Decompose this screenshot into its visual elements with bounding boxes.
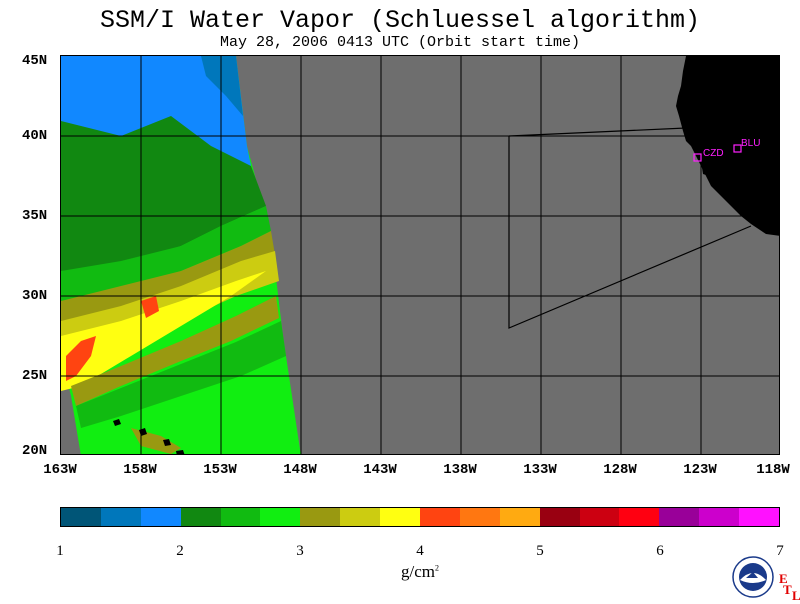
- color-scale-swatch: [619, 508, 660, 526]
- water-vapor-map: CZD BLU: [60, 55, 780, 455]
- lon-label: 153W: [203, 462, 237, 478]
- etl-letter: T: [783, 582, 792, 597]
- color-scale-swatch: [180, 508, 221, 526]
- color-scale-swatch: [61, 508, 101, 526]
- lon-label: 133W: [523, 462, 557, 478]
- scale-tick-label: 5: [536, 543, 544, 559]
- color-scale-swatch: [140, 508, 181, 526]
- coastal-detail: [701, 161, 711, 176]
- lon-label: 148W: [283, 462, 317, 478]
- lon-label: 128W: [603, 462, 637, 478]
- color-scale-swatch: [579, 508, 620, 526]
- lat-label: 45N: [22, 53, 48, 69]
- lat-label: 20N: [22, 443, 48, 459]
- lon-label: 118W: [756, 462, 790, 478]
- color-scale-swatch: [220, 508, 261, 526]
- lat-label: 30N: [22, 288, 48, 304]
- scale-tick-label: 4: [416, 543, 424, 559]
- color-scale-swatch: [380, 508, 421, 526]
- scale-tick-label: 2: [176, 543, 184, 559]
- domain-outline-top: [508, 127, 687, 137]
- noaa-logo-icon: [732, 556, 774, 598]
- north-america-land: [676, 56, 779, 236]
- scale-unit-label: g/cm2: [401, 562, 439, 581]
- color-scale-swatch: [739, 508, 780, 526]
- etl-letter: E: [779, 571, 788, 586]
- color-scale-swatch: [459, 508, 500, 526]
- color-scale-swatch: [420, 508, 460, 526]
- color-scale-swatch: [539, 508, 580, 526]
- lon-label: 138W: [443, 462, 477, 478]
- station-label-blu: BLU: [741, 138, 761, 149]
- etl-letter: L: [792, 588, 800, 603]
- color-scale-swatch: [340, 508, 381, 526]
- map-canvas: [61, 56, 779, 454]
- scale-tick-label: 3: [296, 543, 304, 559]
- station-marker-blu: [733, 144, 742, 153]
- scale-tick-label: 6: [656, 543, 664, 559]
- color-scale-bar: [60, 507, 780, 527]
- lon-label: 143W: [363, 462, 397, 478]
- color-scale-swatch: [499, 508, 540, 526]
- lon-label: 158W: [123, 462, 157, 478]
- lat-label: 40N: [22, 128, 48, 144]
- map-subtitle: May 28, 2006 0413 UTC (Orbit start time): [219, 34, 581, 51]
- lon-label: 163W: [43, 462, 77, 478]
- domain-outline: [508, 136, 752, 329]
- scale-tick-label: 7: [776, 543, 784, 559]
- lat-label: 25N: [22, 368, 48, 384]
- color-scale-swatch: [659, 508, 700, 526]
- station-marker-czd: [693, 153, 702, 162]
- map-title: SSM/I Water Vapor (Schluessel algorithm): [99, 6, 701, 35]
- lon-label: 123W: [683, 462, 717, 478]
- lat-label: 35N: [22, 208, 48, 224]
- scale-tick-label: 1: [56, 543, 64, 559]
- color-scale-swatch: [260, 508, 301, 526]
- color-scale-swatch: [699, 508, 740, 526]
- graticule: [61, 56, 779, 454]
- color-scale-swatch: [100, 508, 141, 526]
- color-scale-swatch: [300, 508, 341, 526]
- swath-data: [61, 56, 301, 454]
- station-label-czd: CZD: [703, 148, 724, 159]
